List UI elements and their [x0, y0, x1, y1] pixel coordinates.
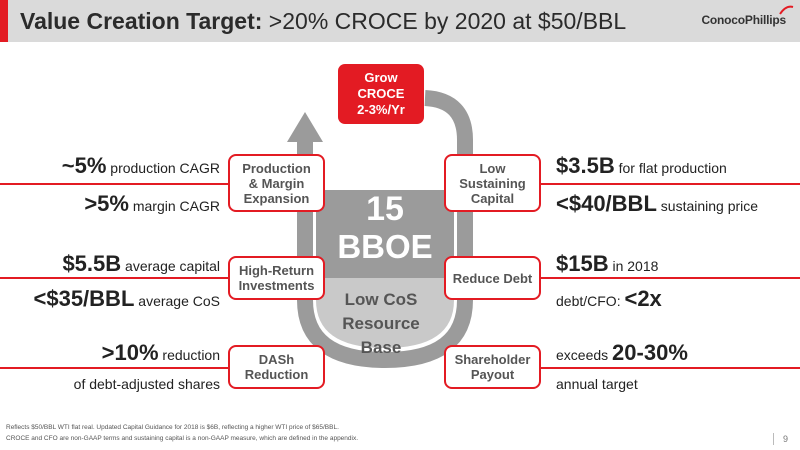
center-dark-band [316, 190, 454, 278]
dash-reduction-box: DASh Reduction [228, 345, 325, 389]
shareholder-payout-box: Shareholder Payout [444, 345, 541, 389]
stat-average-capital: $5.5B average capital [62, 251, 220, 276]
stat-payout-exceeds: exceeds 20-30% [556, 340, 688, 365]
center-big-unit: BBOE [337, 228, 433, 265]
high-return-box: High-Return Investments [228, 256, 325, 300]
footnote-1: Reflects $50/BBL WTI flat real. Updated … [6, 424, 339, 431]
page-number-divider [773, 433, 774, 445]
divider-line-left-2 [0, 277, 230, 279]
stat-debt-2018: $15B in 2018 [556, 251, 659, 276]
reduce-debt-box: Reduce Debt [444, 256, 541, 300]
grow-croce-box: Grow CROCE 2-3%/Yr [338, 64, 424, 124]
footnote-2: CROCE and CFO are non-GAAP terms and sus… [6, 435, 359, 442]
divider-line-left-3 [0, 367, 230, 369]
stat-debt-cfo: debt/CFO: <2x [556, 286, 662, 311]
stat-production-cagr: ~5% production CAGR [61, 153, 220, 178]
center-big-number: 15 [366, 190, 404, 228]
production-margin-box: Production & Margin Expansion [228, 154, 325, 212]
divider-line-right-2 [540, 277, 800, 279]
stat-share-reduction: >10% reduction [101, 340, 220, 365]
resource-base-label: Low CoS Resource Base [342, 290, 420, 357]
divider-line-right-1 [540, 183, 800, 185]
low-sustaining-box: Low Sustaining Capital [444, 154, 541, 212]
cycle-arrow-head-icon [287, 112, 323, 142]
stat-annual-target: annual target [556, 376, 638, 392]
divider-line-right-3 [540, 367, 800, 369]
stat-margin-cagr: >5% margin CAGR [84, 191, 220, 216]
cycle-loop-right [384, 90, 473, 368]
stat-debt-adjusted-shares: of debt-adjusted shares [73, 376, 220, 392]
logo-mark-icon [779, 5, 794, 15]
divider-line-left-1 [0, 183, 230, 185]
stat-sustaining-price: <$40/BBL sustaining price [556, 191, 759, 216]
slide-title: Value Creation Target: >20% CROCE by 202… [20, 8, 627, 34]
stat-average-cos: <$35/BBL average CoS [33, 286, 221, 311]
page-number: 9 [782, 434, 788, 444]
cycle-loop-left [297, 140, 386, 368]
header-bar: Value Creation Target: >20% CROCE by 202… [0, 0, 800, 42]
company-logo: ConocoPhillips [701, 13, 786, 27]
stat-flat-production: $3.5B for flat production [556, 153, 727, 178]
header-accent-bar [0, 0, 8, 42]
